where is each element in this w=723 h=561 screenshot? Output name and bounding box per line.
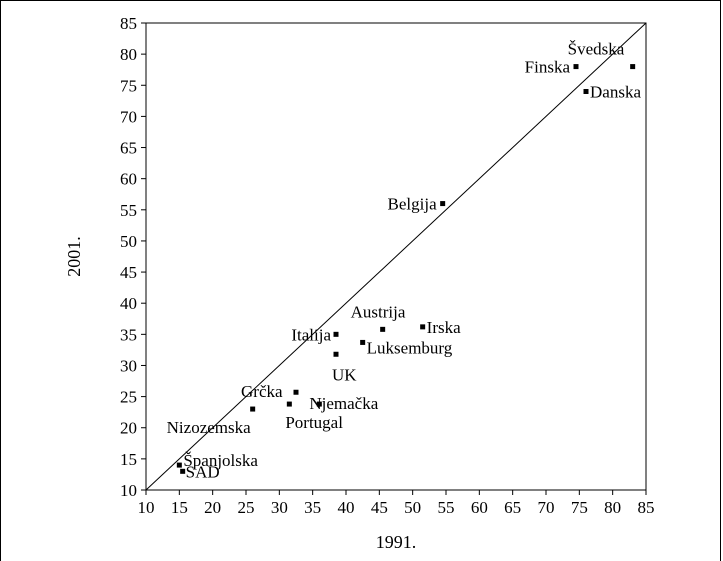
x-tick-label: 80 bbox=[604, 498, 621, 517]
data-point-label: Njemačka bbox=[309, 394, 378, 413]
y-tick-label: 25 bbox=[120, 388, 137, 407]
data-point-label: Švedska bbox=[568, 40, 625, 59]
x-tick-label: 55 bbox=[438, 498, 455, 517]
data-point-label: Italija bbox=[291, 325, 331, 344]
y-tick-label: 50 bbox=[120, 232, 137, 251]
y-tick-label: 60 bbox=[120, 170, 137, 189]
x-tick-label: 60 bbox=[471, 498, 488, 517]
x-tick-label: 45 bbox=[371, 498, 388, 517]
y-tick-label: 85 bbox=[120, 14, 137, 33]
data-point-label: Nizozemska bbox=[167, 418, 251, 437]
data-point-marker bbox=[293, 389, 299, 395]
data-point-marker bbox=[286, 401, 292, 407]
data-point-label: Luksemburg bbox=[367, 338, 453, 357]
x-tick-label: 10 bbox=[138, 498, 155, 517]
y-tick-label: 45 bbox=[120, 263, 137, 282]
x-axis-ticks: 10 15 20 25 30 35 40 45 50 55 60 65 70 75 80 85 bbox=[138, 490, 655, 517]
y-axis-label: 2001. bbox=[64, 236, 84, 277]
data-point-marker bbox=[360, 339, 366, 345]
data-point-marker bbox=[630, 64, 636, 70]
x-tick-label: 75 bbox=[571, 498, 588, 517]
data-point-marker bbox=[180, 468, 186, 474]
data-point-marker bbox=[333, 331, 339, 337]
data-point-marker bbox=[333, 351, 339, 357]
data-point-marker bbox=[250, 406, 256, 412]
y-tick-label: 20 bbox=[120, 419, 137, 438]
y-tick-label: 30 bbox=[120, 356, 137, 375]
data-point-label: Grčka bbox=[241, 382, 283, 401]
x-tick-label: 30 bbox=[271, 498, 288, 517]
y-tick-label: 75 bbox=[120, 76, 137, 95]
y-tick-label: 65 bbox=[120, 139, 137, 158]
x-tick-label: 35 bbox=[304, 498, 321, 517]
data-point-label: Irska bbox=[427, 318, 461, 337]
diagonal-line bbox=[145, 22, 647, 491]
data-point-marker bbox=[583, 88, 589, 94]
y-tick-label: 70 bbox=[120, 107, 137, 126]
data-point-marker bbox=[440, 201, 446, 207]
x-axis-label: 1991. bbox=[376, 532, 417, 552]
y-tick-label: 10 bbox=[120, 481, 137, 500]
data-point-label: Portugal bbox=[285, 413, 343, 432]
data-point-marker bbox=[380, 326, 386, 332]
data-point-label: Belgija bbox=[388, 195, 438, 214]
x-tick-label: 70 bbox=[538, 498, 555, 517]
data-point-marker bbox=[316, 401, 322, 407]
data-point-marker bbox=[420, 324, 426, 330]
y-tick-label: 35 bbox=[120, 325, 137, 344]
y-tick-label: 80 bbox=[120, 45, 137, 64]
x-tick-label: 15 bbox=[171, 498, 188, 517]
y-axis-ticks: 10 15 20 25 30 35 40 45 50 55 60 65 70 75 80 85 bbox=[120, 14, 146, 500]
x-tick-label: 65 bbox=[504, 498, 521, 517]
data-point-label: Španjolska bbox=[183, 451, 258, 470]
y-tick-label: 55 bbox=[120, 201, 137, 220]
x-tick-label: 85 bbox=[638, 498, 655, 517]
data-point-marker bbox=[573, 64, 579, 70]
y-tick-label: 15 bbox=[120, 450, 137, 469]
x-tick-label: 20 bbox=[204, 498, 221, 517]
x-tick-label: 40 bbox=[338, 498, 355, 517]
y-tick-label: 40 bbox=[120, 294, 137, 313]
data-point-label: SAD bbox=[186, 462, 220, 481]
plot-area bbox=[145, 22, 647, 491]
data-point-label: Austrija bbox=[351, 302, 406, 321]
data-point-label: Finska bbox=[525, 58, 571, 77]
data-point-label: Danska bbox=[590, 82, 641, 101]
data-point-label: UK bbox=[332, 365, 357, 384]
x-tick-label: 25 bbox=[238, 498, 255, 517]
x-tick-label: 50 bbox=[404, 498, 421, 517]
data-point-marker bbox=[176, 462, 182, 468]
